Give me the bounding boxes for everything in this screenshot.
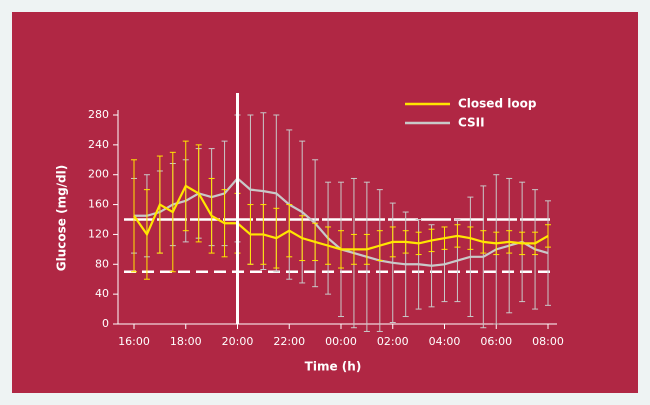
y-tick-label: 160 [88,198,109,211]
x-tick-label: 16:00 [118,335,150,348]
panel [12,12,638,393]
y-tick-label: 120 [88,227,109,240]
x-tick-label: 00:00 [325,335,357,348]
y-tick-label: 40 [95,287,109,300]
x-tick-label: 20:00 [222,335,254,348]
y-tick-label: 200 [88,168,109,181]
x-axis-label: Time (h) [305,360,362,374]
x-tick-label: 02:00 [377,335,409,348]
x-tick-label: 08:00 [532,335,564,348]
y-tick-label: 0 [102,317,109,330]
legend-label: Closed loop [458,97,537,111]
series-line [133,184,549,251]
x-tick-label: 04:00 [429,335,461,348]
x-tick-label: 06:00 [480,335,512,348]
x-tick-label: 18:00 [170,335,202,348]
y-tick-label: 80 [95,257,109,270]
y-tick-label: 240 [88,138,109,151]
x-tick-label: 22:00 [273,335,305,348]
legend-label: CSII [458,116,485,130]
y-tick-label: 280 [88,108,109,121]
y-axis-label: Glucose (mg/dl) [55,165,69,271]
